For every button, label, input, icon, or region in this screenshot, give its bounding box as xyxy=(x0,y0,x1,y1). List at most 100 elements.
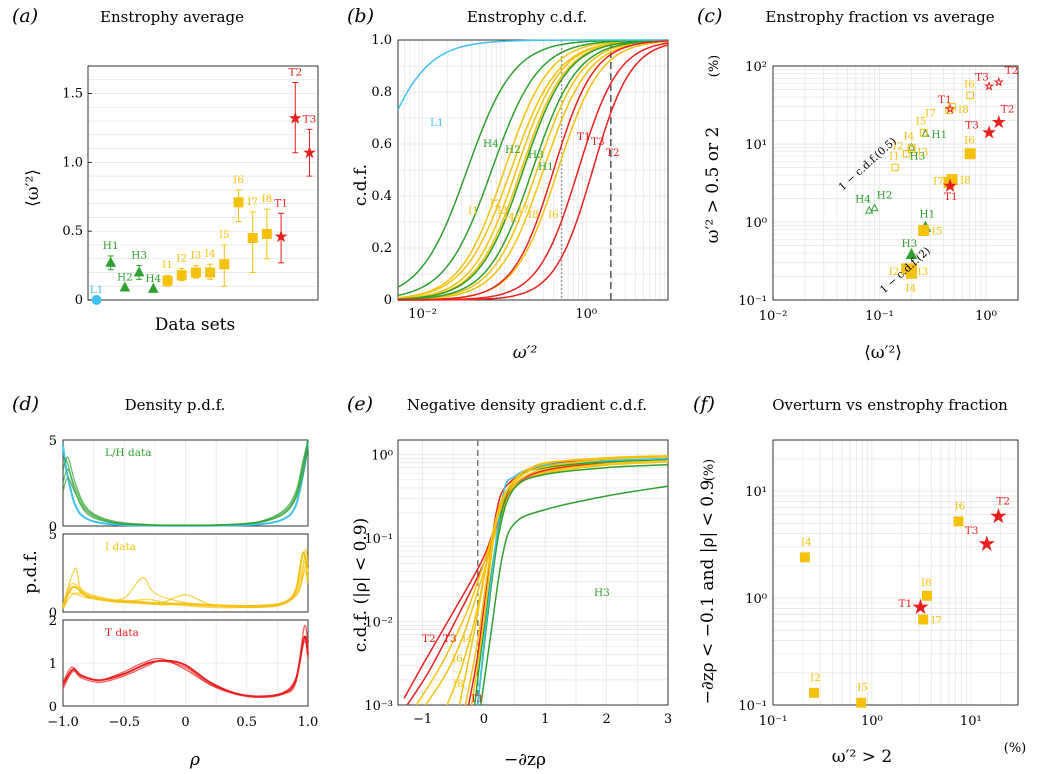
data-point xyxy=(953,516,964,527)
cdf-line xyxy=(477,457,669,706)
point-label: I2 xyxy=(810,672,821,684)
panel-a-header: (a) Enstrophy average xyxy=(12,5,244,27)
point-label: H4 xyxy=(145,273,161,285)
xtick-label: 0 xyxy=(181,715,189,730)
data-point xyxy=(912,598,929,615)
chart-f: 10⁻¹ 10⁰ 10¹ 10⁻¹ 10⁰ 10¹ I4 I2 I5 I6 I7 I8 T1 T2 T3 xyxy=(738,439,1019,729)
data-point xyxy=(274,229,288,243)
ytick-label: 10⁻¹ xyxy=(364,532,393,547)
point-label: I4 xyxy=(801,536,812,548)
pdf-line xyxy=(62,570,309,608)
point-label: I5 xyxy=(219,229,230,241)
ytick-label: 0.2 xyxy=(371,241,392,256)
series-label: I1 xyxy=(468,205,479,217)
subplot-label: T data xyxy=(105,627,139,639)
ytick-label: 1.0 xyxy=(62,155,83,170)
point-label: T2 xyxy=(1001,103,1015,115)
point-label: H2 xyxy=(117,272,133,284)
panel-e-letter: (e) xyxy=(347,393,373,415)
series-label: T1 xyxy=(470,693,484,705)
cdf-line-T2 xyxy=(398,44,669,301)
panel-e-ylabel: c.d.f. (|ρ| < 0.9) xyxy=(351,518,371,653)
data-point xyxy=(921,590,932,601)
xtick-label: 1.0 xyxy=(298,715,319,730)
ytick-label: 2 xyxy=(49,614,57,629)
panel-b-letter: (b) xyxy=(347,5,374,27)
xtick-label: 10⁻¹ xyxy=(759,714,788,729)
point-label: T2 xyxy=(1005,65,1019,77)
point-label: T1 xyxy=(944,191,958,203)
ytick-label: 10⁻² xyxy=(364,616,393,631)
series-label: I7 xyxy=(518,204,529,216)
xtick-label: 10⁰ xyxy=(861,714,883,729)
data-point xyxy=(944,103,956,114)
series-label: H4 xyxy=(483,138,499,150)
point-label: I2 xyxy=(893,141,904,153)
data-point xyxy=(247,233,258,244)
subplot-label: I data xyxy=(105,541,136,553)
data-point xyxy=(990,507,1007,524)
ytick-label: 10⁰ xyxy=(371,449,393,464)
panel-c-header: (c) Enstrophy fraction vs average xyxy=(697,5,995,27)
cdf-line-H1 xyxy=(397,39,669,301)
xtick-label: −1 xyxy=(413,712,432,727)
data-point xyxy=(902,149,911,158)
point-label: I3 xyxy=(190,250,201,262)
point-label: I8 xyxy=(960,175,971,187)
cdf-line-T3 xyxy=(398,42,669,301)
panel-c-xlabel: ⟨ω′²⟩ xyxy=(864,343,902,363)
point-label: I8 xyxy=(958,104,969,116)
point-label: I7 xyxy=(931,614,942,626)
panel-a-title: Enstrophy average xyxy=(100,8,244,26)
point-label: T3 xyxy=(303,113,317,125)
series-label: T2 xyxy=(606,147,620,159)
panel-b-title: Enstrophy c.d.f. xyxy=(467,8,587,26)
series-label: H2 xyxy=(505,144,521,156)
data-point xyxy=(905,247,918,260)
point-label: I2 xyxy=(176,252,187,264)
xtick-label: 10⁻¹ xyxy=(865,309,894,324)
data-point xyxy=(993,76,1004,87)
series-label: H1 xyxy=(538,161,554,173)
xtick-label: −0.5 xyxy=(108,715,140,730)
cdf-line-H3 xyxy=(397,39,669,300)
data-point xyxy=(943,178,957,192)
ytick-label: 0 xyxy=(49,700,57,715)
subplot-frame xyxy=(62,619,309,707)
series-label: I6 xyxy=(452,653,463,665)
data-point xyxy=(991,114,1006,129)
point-label: T2 xyxy=(996,495,1010,507)
pdf-line xyxy=(62,439,309,527)
series-label: I5 xyxy=(510,213,521,225)
data-point xyxy=(870,203,879,212)
point-label: H1 xyxy=(103,240,119,252)
point-label: I6 xyxy=(233,174,244,186)
panel-a-ylabel: ⟨ω′²⟩ xyxy=(23,169,43,207)
ytick-label: 0.5 xyxy=(62,224,83,239)
data-point xyxy=(233,197,244,208)
point-label: I7 xyxy=(247,196,258,208)
subplot-2: 0 5 I data xyxy=(49,528,309,621)
ytick-label: 10¹ xyxy=(745,138,767,153)
series-label: L1 xyxy=(430,117,444,129)
ytick-label: 1.0 xyxy=(371,33,392,48)
ytick-label: 0 xyxy=(384,293,392,308)
data-point xyxy=(176,270,187,281)
point-label: I5 xyxy=(857,682,868,694)
point-label: I2 xyxy=(889,266,900,278)
data-point xyxy=(133,266,145,277)
ytick-label: 1 xyxy=(49,657,57,672)
panel-f-ylabel: −∂zρ < −0.1 and |ρ| < 0.9 xyxy=(698,480,718,705)
point-label: I8 xyxy=(261,193,272,205)
series-label: I4 xyxy=(504,211,515,223)
cdf-line-I7 xyxy=(397,39,669,301)
series-label: T3 xyxy=(443,633,457,645)
point-label: H3 xyxy=(910,151,926,163)
point-label: H3 xyxy=(131,250,147,262)
ytick-label: 10⁰ xyxy=(745,216,767,231)
series-label: I3 xyxy=(497,205,508,217)
cdf-line xyxy=(403,457,669,699)
series-label: T2 xyxy=(422,633,436,645)
